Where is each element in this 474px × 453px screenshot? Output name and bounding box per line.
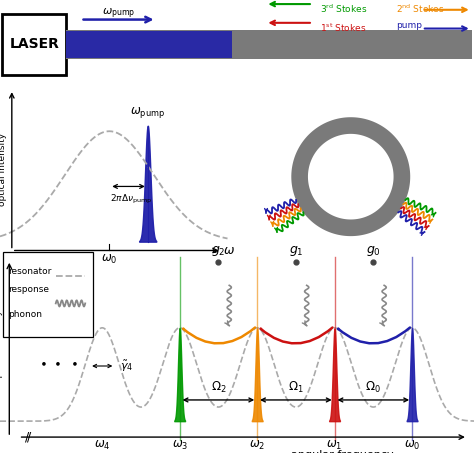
Text: $\omega$: $\omega$ [223,244,235,257]
Text: $\omega_{\rm pump}$: $\omega_{\rm pump}$ [102,6,135,21]
Text: $2\pi\Delta\nu_{\rm pump}$: $2\pi\Delta\nu_{\rm pump}$ [110,193,153,206]
Text: $\Omega_1$: $\Omega_1$ [288,380,304,395]
Text: $\omega_2$: $\omega_2$ [249,439,265,452]
Text: optical intensity: optical intensity [0,133,8,207]
Text: pump: pump [396,21,422,30]
Bar [66,30,472,59]
Text: $3^{\rm rd}$ Stokes: $3^{\rm rd}$ Stokes [320,2,367,15]
Text: $g_2$: $g_2$ [211,244,226,257]
Text: resonator: resonator [9,267,52,276]
Text: angular frequency: angular frequency [291,450,393,453]
Text: response: response [9,285,49,294]
Text: $g_1$: $g_1$ [289,244,303,257]
Text: $\omega_4$: $\omega_4$ [94,439,110,452]
Text: phonon: phonon [9,310,42,319]
Text: $\bullet\ \bullet\ \bullet$: $\bullet\ \bullet\ \bullet$ [39,357,78,369]
Polygon shape [292,117,410,236]
Text: $1^{\rm st}$ Stokes: $1^{\rm st}$ Stokes [320,21,366,34]
Text: $g_0$: $g_0$ [366,244,381,257]
Text: $\omega_0$: $\omega_0$ [101,253,118,266]
Text: $\omega_0$: $\omega_0$ [404,439,420,452]
FancyBboxPatch shape [2,14,66,75]
Text: LASER: LASER [9,37,60,51]
Text: $\Omega_0$: $\Omega_0$ [365,380,381,395]
Text: $\!/\!/$: $\!/\!/$ [24,430,32,444]
Text: $\Omega_2$: $\Omega_2$ [210,380,226,395]
Text: $\omega_1$: $\omega_1$ [327,439,343,452]
Text: $\omega_{\rm pump}$: $\omega_{\rm pump}$ [130,105,165,120]
Text: $2^{\rm nd}$ Stokes: $2^{\rm nd}$ Stokes [396,2,445,15]
Text: $\tilde{\gamma}_4$: $\tilde{\gamma}_4$ [120,358,133,374]
FancyBboxPatch shape [3,252,92,337]
FancyArrowPatch shape [183,328,255,343]
Text: $\omega_3$: $\omega_3$ [172,439,188,452]
FancyArrowPatch shape [261,328,332,343]
Text: optical intensity: optical intensity [0,310,3,384]
Bar [66,31,232,58]
FancyArrowPatch shape [338,328,410,343]
